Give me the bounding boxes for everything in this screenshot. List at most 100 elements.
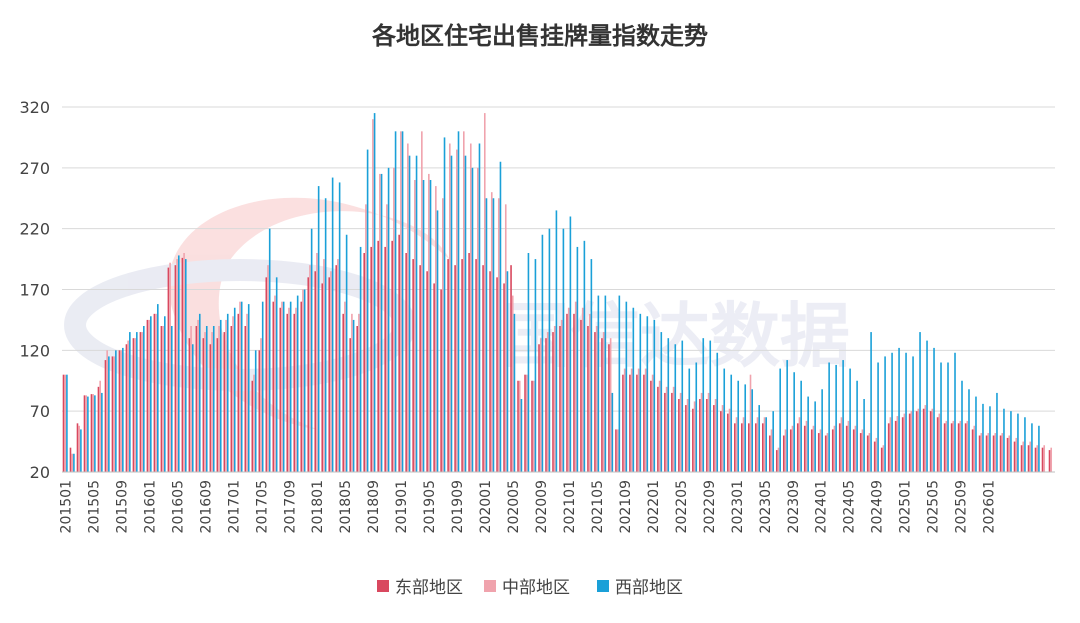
bar-east [636, 374, 638, 472]
legend-item-east[interactable]: 东部地区 [377, 578, 463, 598]
bar-west [164, 316, 166, 472]
bar-west [576, 246, 579, 472]
bar-central [945, 420, 948, 472]
bar-east [181, 257, 184, 472]
bar-west [898, 347, 900, 472]
bar-west [115, 350, 117, 472]
x-tick-label: 202105 [590, 480, 606, 533]
bar-east [132, 338, 135, 472]
bar-east [69, 447, 72, 472]
x-tick-label: 201809 [366, 480, 382, 533]
bar-west [352, 319, 355, 472]
bar-west [87, 396, 89, 472]
bar-west [975, 396, 977, 472]
bar-east [545, 338, 547, 472]
bar-west [345, 234, 348, 472]
bar-central [630, 368, 633, 472]
bar-east [866, 435, 869, 472]
bar-west [373, 113, 376, 472]
bar-east [307, 277, 310, 472]
bar-east [748, 423, 750, 472]
bar-west [1010, 411, 1012, 472]
bar-central [560, 319, 563, 472]
bar-central [330, 271, 332, 472]
bar-central [162, 326, 164, 472]
bar-west [954, 352, 956, 472]
bar-central [861, 429, 864, 472]
bar-west [730, 374, 733, 472]
bar-central [952, 420, 955, 472]
bar-central [833, 425, 836, 472]
bar-west [541, 234, 544, 472]
bar-west [401, 131, 404, 472]
bar-east [468, 253, 470, 472]
bar-west [1024, 417, 1026, 472]
bar-west [289, 301, 292, 472]
bar-central [274, 295, 276, 472]
bar-west [737, 380, 740, 472]
bar-west [800, 380, 802, 472]
bar-central [428, 173, 430, 473]
bar-central [295, 307, 297, 472]
bar-east [167, 267, 170, 472]
bar-west [702, 338, 705, 472]
bar-west [611, 392, 614, 472]
bar-central [281, 301, 283, 472]
bar-west [933, 347, 935, 472]
bar-west [226, 313, 229, 472]
bar-west [884, 356, 886, 472]
bar-central [358, 313, 360, 472]
bar-west [891, 352, 893, 472]
x-tick-label: 202501 [898, 480, 914, 533]
bar-east [419, 265, 421, 472]
bar-east [971, 429, 974, 472]
bar-west [765, 417, 767, 472]
legend-item-west[interactable]: 西部地区 [597, 578, 683, 598]
bar-central [798, 417, 801, 472]
bar-central [169, 262, 171, 472]
bar-east [1006, 437, 1009, 472]
bar-central [288, 307, 290, 472]
bar-east [384, 246, 386, 472]
bar-east [650, 380, 652, 472]
bar-east [608, 344, 610, 472]
bar-west [772, 411, 774, 472]
bar-central [742, 417, 745, 472]
bar-west [150, 316, 152, 472]
bar-central [966, 420, 969, 472]
bar-east [622, 374, 624, 472]
bar-west [968, 389, 970, 472]
bar-west [157, 304, 159, 472]
bar-east [524, 374, 526, 472]
bar-central [518, 380, 521, 472]
bar-east [887, 423, 890, 472]
bar-west [492, 198, 495, 472]
bar-east [838, 423, 841, 472]
bar-east [160, 326, 163, 472]
bar-east [489, 271, 491, 472]
bar-central [85, 395, 87, 472]
legend-item-central[interactable]: 中部地区 [484, 578, 570, 598]
bar-west [233, 307, 236, 472]
bar-east [475, 259, 477, 472]
bar-east [922, 408, 925, 472]
bar-west [674, 344, 677, 472]
bar-east [202, 338, 205, 472]
bar-central [644, 368, 647, 472]
legend-swatch-west [597, 580, 609, 592]
bar-central [553, 326, 556, 472]
bar-west [296, 295, 299, 472]
bar-west [129, 332, 131, 472]
x-tick-label: 201605 [170, 480, 186, 533]
bar-west [303, 289, 306, 472]
bar-central [546, 332, 549, 472]
bar-central [218, 326, 220, 472]
bar-central [588, 313, 591, 472]
bar-east [657, 386, 659, 472]
bar-east [517, 380, 519, 472]
bar-east [265, 277, 268, 472]
bar-west [170, 326, 173, 472]
bar-east [426, 271, 428, 472]
bar-west [527, 253, 530, 472]
y-tick-label: 70 [30, 402, 50, 421]
